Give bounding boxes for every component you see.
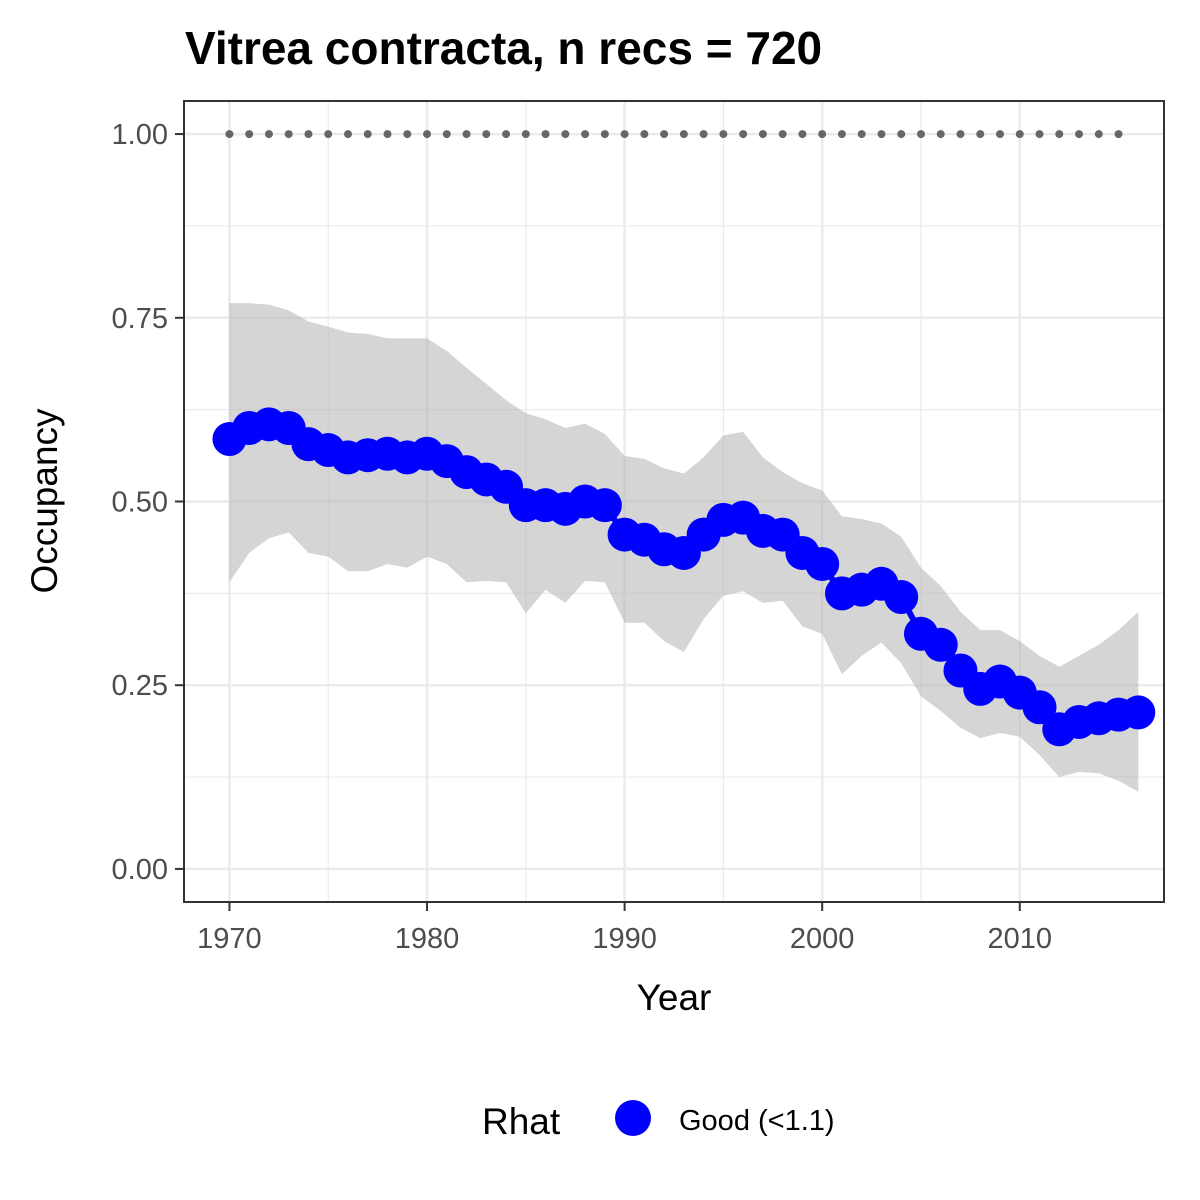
- reference-point: [442, 130, 451, 139]
- data-point: [923, 627, 958, 662]
- data-point: [1121, 695, 1156, 730]
- y-tick-label: 0.75: [112, 303, 168, 335]
- reference-point: [877, 130, 886, 139]
- reference-point: [363, 130, 372, 139]
- x-axis: 1970 1980 1990 2000 2010: [197, 902, 1052, 955]
- y-tick-label: 0.00: [112, 854, 168, 886]
- reference-point: [600, 130, 609, 139]
- series-points: [212, 407, 1156, 747]
- reference-point: [482, 130, 491, 139]
- x-axis-title: Year: [637, 977, 712, 1018]
- reference-point: [897, 130, 906, 139]
- reference-point: [521, 130, 530, 139]
- x-tick-label: 1970: [197, 923, 262, 955]
- y-axis-title: Occupancy: [24, 408, 65, 594]
- reference-point: [956, 130, 965, 139]
- reference-point: [758, 130, 767, 139]
- reference-point: [1035, 130, 1044, 139]
- reference-point: [679, 130, 688, 139]
- reference-point: [264, 130, 273, 139]
- reference-point: [798, 130, 807, 139]
- reference-point: [778, 130, 787, 139]
- reference-point: [996, 130, 1005, 139]
- x-tick-label: 1990: [592, 923, 657, 955]
- reference-point: [383, 130, 392, 139]
- reference-point: [304, 130, 313, 139]
- reference-point: [640, 130, 649, 139]
- reference-point: [739, 130, 748, 139]
- plot-area: [183, 100, 1165, 903]
- reference-point: [1055, 130, 1064, 139]
- reference-point: [541, 130, 550, 139]
- reference-line-points: [225, 130, 1123, 139]
- reference-point: [620, 130, 629, 139]
- reference-point: [462, 130, 471, 139]
- reference-point: [719, 130, 728, 139]
- reference-point: [324, 130, 333, 139]
- legend-key-good: [615, 1100, 651, 1136]
- reference-point: [857, 130, 866, 139]
- legend-title: Rhat: [482, 1101, 561, 1142]
- data-point: [805, 546, 840, 581]
- reference-point: [1015, 130, 1024, 139]
- data-point: [587, 488, 622, 523]
- reference-point: [976, 130, 985, 139]
- y-axis: 0.00 0.25 0.50 0.75 1.00: [112, 119, 184, 886]
- reference-point: [502, 130, 511, 139]
- reference-point: [403, 130, 412, 139]
- reference-point: [837, 130, 846, 139]
- reference-point: [581, 130, 590, 139]
- reference-point: [423, 130, 432, 139]
- reference-point: [343, 130, 352, 139]
- reference-point: [818, 130, 827, 139]
- reference-point: [936, 130, 945, 139]
- reference-point: [245, 130, 254, 139]
- y-tick-label: 0.25: [112, 670, 168, 702]
- reference-point: [916, 130, 925, 139]
- reference-point: [561, 130, 570, 139]
- x-tick-label: 2000: [790, 923, 855, 955]
- reference-point: [1114, 130, 1123, 139]
- reference-point: [660, 130, 669, 139]
- chart-title: Vitrea contracta, n recs = 720: [185, 22, 822, 74]
- legend-label-good: Good (<1.1): [679, 1105, 835, 1137]
- reference-point: [284, 130, 293, 139]
- y-tick-label: 1.00: [112, 119, 168, 151]
- x-tick-label: 2010: [988, 923, 1053, 955]
- reference-point: [1075, 130, 1084, 139]
- data-point: [884, 580, 919, 615]
- x-tick-label: 1980: [395, 923, 460, 955]
- data-point: [1022, 690, 1057, 725]
- y-tick-label: 0.50: [112, 487, 168, 519]
- reference-point: [1094, 130, 1103, 139]
- reference-point: [225, 130, 234, 139]
- legend: Rhat Good (<1.1): [482, 1100, 835, 1142]
- reference-point: [699, 130, 708, 139]
